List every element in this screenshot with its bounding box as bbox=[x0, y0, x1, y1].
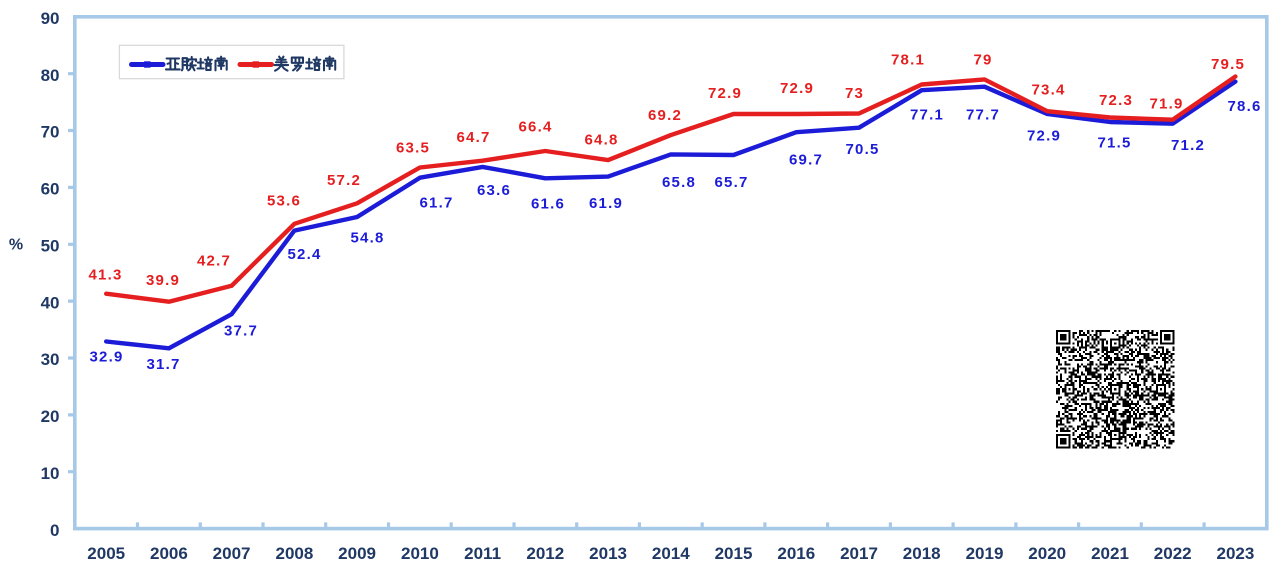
svg-text:73: 73 bbox=[845, 85, 864, 102]
svg-text:63.5: 63.5 bbox=[396, 140, 430, 157]
svg-text:57.2: 57.2 bbox=[327, 172, 361, 189]
svg-text:71.9: 71.9 bbox=[1150, 96, 1184, 113]
svg-text:73.4: 73.4 bbox=[1032, 82, 1066, 99]
svg-text:72.9: 72.9 bbox=[780, 80, 814, 97]
svg-text:72.9: 72.9 bbox=[708, 85, 742, 102]
svg-text:2012: 2012 bbox=[526, 544, 564, 563]
svg-text:2021: 2021 bbox=[1091, 544, 1129, 563]
svg-text:78.1: 78.1 bbox=[891, 52, 925, 69]
svg-text:66.4: 66.4 bbox=[519, 119, 553, 136]
svg-text:%: % bbox=[9, 237, 23, 254]
svg-text:71.5: 71.5 bbox=[1098, 135, 1132, 152]
svg-text:61.6: 61.6 bbox=[531, 196, 565, 213]
svg-text:2010: 2010 bbox=[401, 544, 439, 563]
svg-text:77.7: 77.7 bbox=[966, 107, 1000, 124]
svg-text:2020: 2020 bbox=[1028, 544, 1066, 563]
svg-text:70: 70 bbox=[41, 123, 60, 142]
svg-text:79: 79 bbox=[973, 52, 992, 69]
svg-text:72.9: 72.9 bbox=[1027, 128, 1061, 145]
svg-text:32.9: 32.9 bbox=[90, 349, 124, 366]
svg-text:41.3: 41.3 bbox=[89, 267, 123, 284]
svg-text:79.5: 79.5 bbox=[1211, 56, 1245, 73]
svg-text:50: 50 bbox=[41, 237, 60, 256]
svg-text:90: 90 bbox=[41, 9, 60, 28]
svg-text:2005: 2005 bbox=[87, 544, 125, 563]
svg-text:2007: 2007 bbox=[213, 544, 251, 563]
svg-text:64.7: 64.7 bbox=[457, 129, 491, 146]
svg-text:10: 10 bbox=[41, 464, 60, 483]
svg-text:42.7: 42.7 bbox=[197, 253, 231, 270]
svg-text:39.9: 39.9 bbox=[146, 272, 180, 289]
svg-text:2023: 2023 bbox=[1216, 544, 1254, 563]
svg-text:65.7: 65.7 bbox=[715, 174, 749, 191]
svg-text:52.4: 52.4 bbox=[288, 246, 322, 263]
svg-text:54.8: 54.8 bbox=[351, 230, 385, 247]
svg-text:2013: 2013 bbox=[589, 544, 627, 563]
svg-text:2006: 2006 bbox=[150, 544, 188, 563]
svg-text:61.9: 61.9 bbox=[589, 195, 623, 212]
svg-text:63.6: 63.6 bbox=[477, 182, 511, 199]
svg-text:61.7: 61.7 bbox=[420, 195, 454, 212]
svg-text:2014: 2014 bbox=[652, 544, 690, 563]
svg-text:2022: 2022 bbox=[1154, 544, 1192, 563]
svg-text:30: 30 bbox=[41, 350, 60, 369]
svg-text:65.8: 65.8 bbox=[662, 174, 696, 191]
svg-text:64.8: 64.8 bbox=[585, 132, 619, 149]
svg-text:69.2: 69.2 bbox=[648, 107, 682, 124]
svg-text:53.6: 53.6 bbox=[267, 193, 301, 210]
svg-text:20: 20 bbox=[41, 407, 60, 426]
svg-text:60: 60 bbox=[41, 180, 60, 199]
svg-text:2018: 2018 bbox=[903, 544, 941, 563]
svg-text:2016: 2016 bbox=[777, 544, 815, 563]
svg-text:70.5: 70.5 bbox=[846, 141, 880, 158]
svg-text:2015: 2015 bbox=[715, 544, 753, 563]
svg-text:80: 80 bbox=[41, 66, 60, 85]
svg-text:2011: 2011 bbox=[464, 544, 501, 563]
svg-text:2017: 2017 bbox=[840, 544, 878, 563]
svg-text:78.6: 78.6 bbox=[1228, 98, 1262, 115]
svg-text:37.7: 37.7 bbox=[224, 323, 258, 340]
svg-text:31.7: 31.7 bbox=[147, 356, 181, 373]
svg-text:2008: 2008 bbox=[275, 544, 313, 563]
svg-text:40: 40 bbox=[41, 293, 60, 312]
svg-text:69.7: 69.7 bbox=[789, 152, 823, 169]
svg-text:2019: 2019 bbox=[966, 544, 1004, 563]
svg-text:72.3: 72.3 bbox=[1099, 92, 1133, 109]
svg-text:2009: 2009 bbox=[338, 544, 376, 563]
svg-text:71.2: 71.2 bbox=[1171, 137, 1205, 154]
svg-text:0: 0 bbox=[50, 521, 59, 540]
svg-text:77.1: 77.1 bbox=[910, 107, 944, 124]
